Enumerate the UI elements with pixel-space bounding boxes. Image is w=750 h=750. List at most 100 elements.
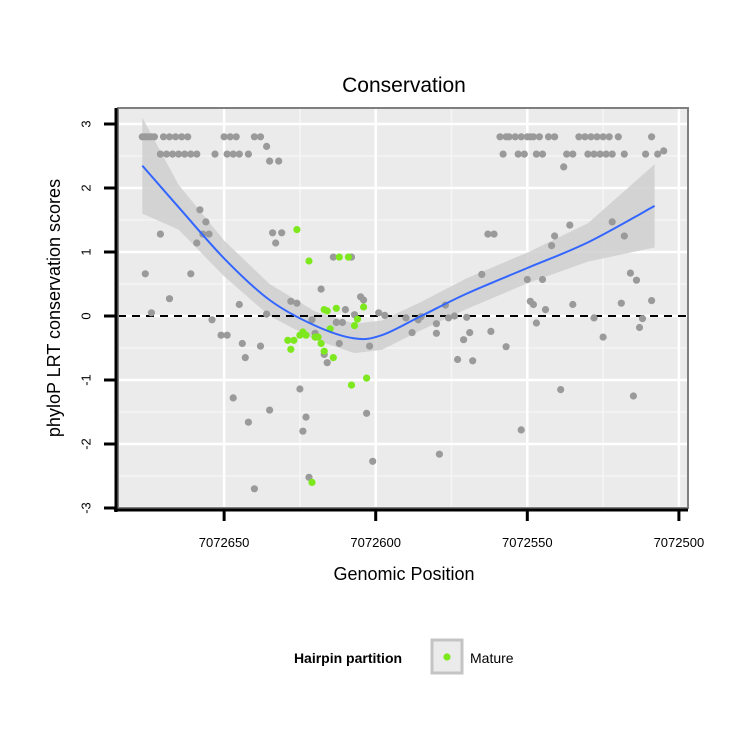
conservation-point [557,386,565,394]
conservation-point [335,339,343,348]
conservation-point [244,418,252,426]
y-tick-label: 0 [79,312,94,319]
conservation-point [156,150,164,158]
conservation-point [463,313,471,321]
conservation-point [275,157,283,165]
mature-point [347,381,356,389]
conservation-point [626,269,635,277]
conservation-point [226,133,234,141]
mature-point [360,303,368,311]
conservation-point [308,316,316,324]
conservation-point [223,150,231,158]
conservation-point [175,150,183,158]
conservation-point [496,133,504,141]
conservation-point [211,150,219,158]
conservation-point [490,230,498,238]
conservation-point [235,150,243,158]
conservation-point [460,336,468,344]
conservation-point [569,150,577,158]
conservation-point [608,150,616,158]
conservation-point [263,310,271,318]
conservation-point [178,133,186,141]
mature-point [350,322,359,330]
conservation-point [548,242,556,250]
y-tick-label: -3 [79,502,94,514]
mature-point [353,315,362,323]
conservation-point [250,485,258,493]
axes-layer: 7072650 7072600 7072550 7072500 -3 -2 -1 0 1 2 3 [79,107,705,550]
x-tick-label: 7072650 [199,535,250,550]
conservation-point [590,314,598,322]
conservation-point [156,230,164,238]
conservation-point [529,300,538,309]
y-tick-label: 1 [79,248,94,255]
conservation-point [317,285,325,293]
conservation-point [532,319,541,327]
conservation-point [208,316,216,324]
conservation-point [169,150,177,158]
conservation-point [329,253,337,261]
mature-point [335,253,343,261]
conservation-point [266,406,274,414]
x-tick-label: 7072500 [654,535,705,550]
conservation-point [296,385,304,393]
y-tick-label: 3 [79,120,94,127]
conservation-point [569,300,577,309]
conservation-point [602,150,610,158]
conservation-point [487,327,495,335]
conservation-point [238,339,246,348]
conservation-point [514,150,522,158]
conservation-point [632,276,641,284]
mature-point [287,345,295,353]
mature-point [320,347,328,355]
conservation-point [517,426,525,434]
conservation-point [141,270,149,278]
conservation-point [484,230,492,238]
mature-point [296,331,304,339]
mature-point [317,339,325,348]
conservation-point [287,297,295,305]
mature-point [293,226,301,234]
conservation-point [535,133,544,141]
conservation-point [369,457,377,465]
conservation-point [638,315,647,323]
conservation-point [499,150,507,158]
conservation-point [538,150,547,158]
conservation-point [159,133,168,141]
conservation-point [150,133,158,141]
conservation-point [614,133,622,141]
x-axis-label: Genomic Position [333,564,474,584]
mature-point [344,253,352,261]
x-tick-label: 7072550 [502,535,553,550]
conservation-point [193,239,201,247]
conservation-point [366,342,374,350]
conservation-point [363,409,371,417]
conservation-point [302,413,310,421]
conservation-point [162,150,171,158]
mature-point [320,306,328,314]
conservation-point [293,299,301,307]
conservation-point [217,331,225,339]
conservation-point [538,275,547,284]
mature-point [332,304,340,312]
mature-point [311,333,319,341]
conservation-point [402,314,410,322]
conservation-point [229,394,237,402]
conservation-point [220,133,228,141]
conservation-point [529,133,538,141]
y-axis-label: phyloP LRT conservation scores [44,179,64,437]
conservation-point [587,133,595,141]
chart-title: Conservation [342,74,466,97]
conservation-point [608,218,616,226]
y-tick-label: -2 [79,438,94,450]
conservation-point [575,133,583,141]
conservation-point [566,221,574,229]
conservation-point [323,359,331,367]
conservation-point [520,150,528,158]
conservation-point [408,329,416,337]
conservation-point [478,270,486,278]
conservation-point [590,150,598,158]
conservation-point [235,300,243,309]
conservation-point [593,133,601,141]
conservation-point [444,314,453,322]
